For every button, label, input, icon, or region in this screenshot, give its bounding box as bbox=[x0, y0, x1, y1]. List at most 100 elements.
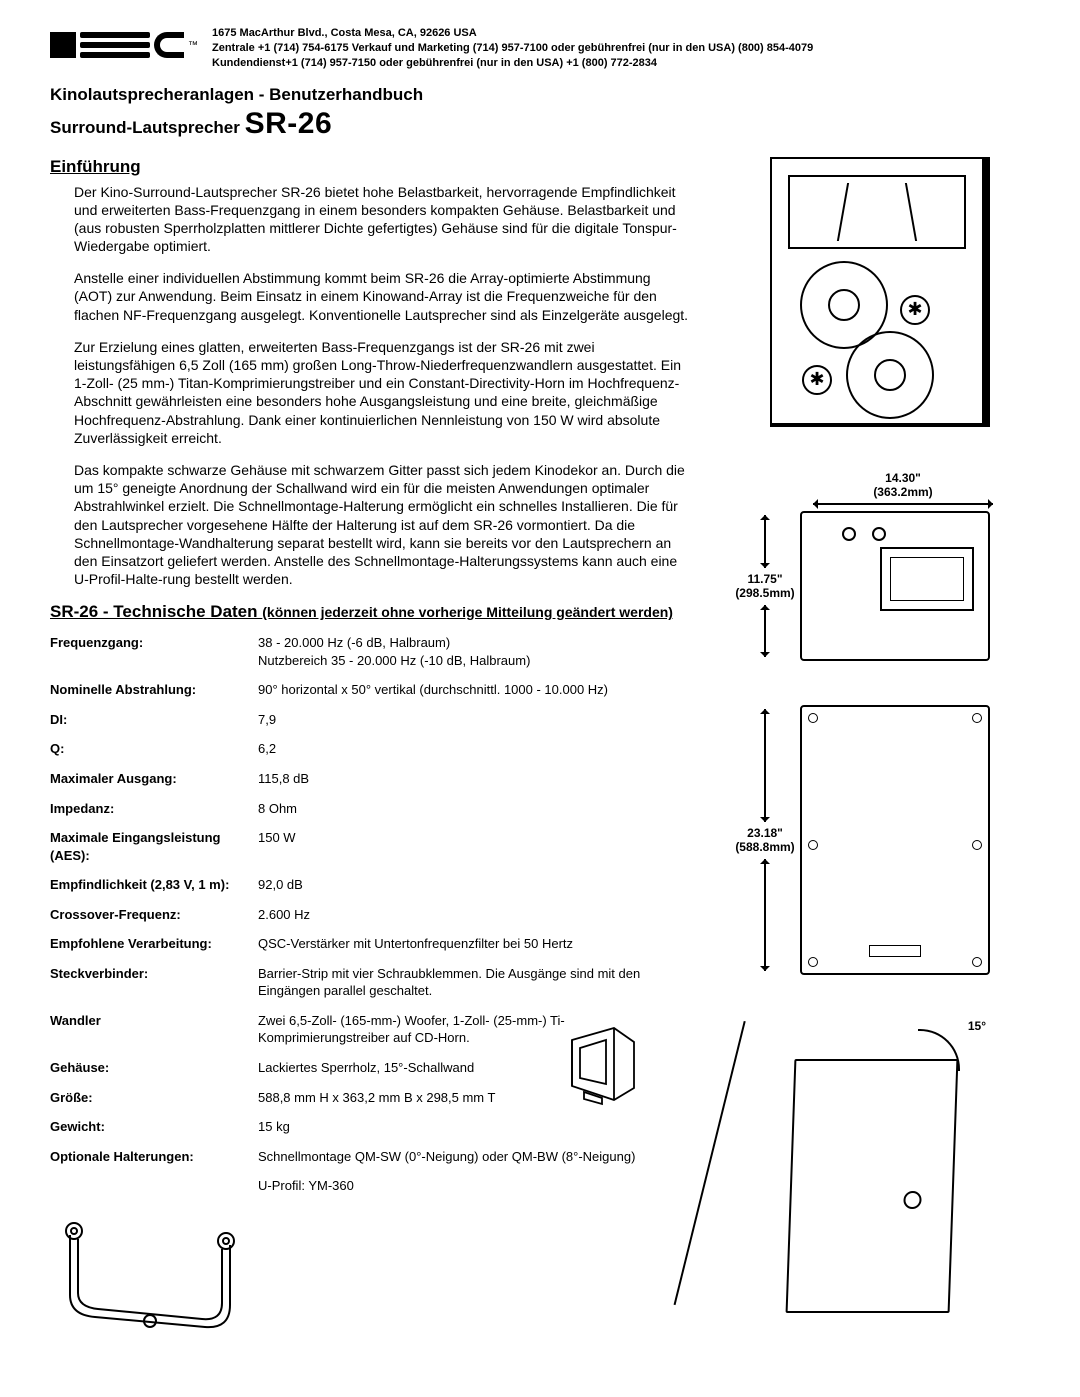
arrow-vertical-icon bbox=[764, 515, 766, 568]
height-value: 23.18" bbox=[747, 826, 783, 840]
product-title: Surround-Lautsprecher SR-26 bbox=[50, 107, 1030, 141]
company-address: 1675 MacArthur Blvd., Costa Mesa, CA, 92… bbox=[212, 26, 813, 71]
main-columns: Einführung Der Kino-Surround-Lautspreche… bbox=[50, 157, 1030, 1335]
spec-label: Nominelle Abstrahlung: bbox=[50, 675, 258, 705]
mount-hole-icon bbox=[842, 527, 856, 541]
spec-label: Empfohlene Verarbeitung: bbox=[50, 929, 258, 959]
spec-label: DI: bbox=[50, 705, 258, 735]
document-title: Kinolautsprecheranlagen - Benutzerhandbu… bbox=[50, 85, 1030, 105]
intro-paragraph: Zur Erzielung eines glatten, erweiterten… bbox=[74, 338, 690, 447]
spec-label: Maximaler Ausgang: bbox=[50, 764, 258, 794]
specs-title-main: SR-26 - Technische Daten bbox=[50, 602, 262, 621]
specs-title-sub: (können jederzeit ohne vorherige Mitteil… bbox=[262, 604, 673, 620]
spec-value: 7,9 bbox=[258, 705, 690, 735]
left-column: Einführung Der Kino-Surround-Lautspreche… bbox=[50, 157, 690, 1335]
right-column: 14.30" (363.2mm) 11.75" (298.5mm) bbox=[730, 157, 1030, 1335]
trademark: ™ bbox=[188, 40, 198, 51]
arrow-vertical-icon bbox=[764, 709, 766, 822]
screw-icon bbox=[808, 713, 818, 723]
address-line: Zentrale +1 (714) 754-6175 Verkauf und M… bbox=[212, 41, 813, 56]
horn-icon bbox=[788, 175, 966, 249]
spec-label: Gehäuse: bbox=[50, 1053, 258, 1083]
spec-row: Optionale Halterungen:Schnellmontage QM-… bbox=[50, 1142, 690, 1172]
spec-label: Maximale Eingangsleistung (AES): bbox=[50, 823, 258, 870]
intro-paragraph: Anstelle einer individuellen Abstimmung … bbox=[74, 269, 690, 324]
spec-row: Nominelle Abstrahlung:90° horizontal x 5… bbox=[50, 675, 690, 705]
terminal-panel-icon bbox=[880, 547, 974, 611]
width-mm: (363.2mm) bbox=[808, 485, 998, 499]
address-line: 1675 MacArthur Blvd., Costa Mesa, CA, 92… bbox=[212, 26, 813, 41]
spec-label: Optionale Halterungen: bbox=[50, 1142, 258, 1172]
spec-label: Steckverbinder: bbox=[50, 959, 258, 1006]
figure-side-view bbox=[786, 1059, 959, 1313]
height-mm: (588.8mm) bbox=[735, 840, 794, 854]
figure-rear-view bbox=[800, 705, 990, 975]
spec-label: Wandler bbox=[50, 1006, 258, 1053]
port-icon bbox=[802, 365, 832, 395]
width-dimension: 14.30" (363.2mm) bbox=[808, 471, 998, 506]
depth-value: 11.75" bbox=[747, 572, 782, 586]
spec-label: Impedanz: bbox=[50, 794, 258, 824]
figure-front-view bbox=[770, 157, 990, 427]
spec-value: 90° horizontal x 50° vertikal (durchschn… bbox=[258, 675, 690, 705]
angle-label: 15° bbox=[968, 1019, 986, 1033]
spec-label: Größe: bbox=[50, 1083, 258, 1113]
spec-value: U-Profil: YM-360 bbox=[258, 1171, 690, 1201]
spec-value: 150 W bbox=[258, 823, 690, 870]
product-prefix: Surround-Lautsprecher bbox=[50, 118, 245, 137]
screw-icon bbox=[808, 840, 818, 850]
spec-value: 92,0 dB bbox=[258, 870, 690, 900]
depth-mm: (298.5mm) bbox=[735, 586, 794, 600]
arrow-vertical-icon bbox=[764, 859, 766, 972]
spec-label bbox=[50, 1171, 258, 1201]
spec-value: Barrier-Strip mit vier Schraubklemmen. D… bbox=[258, 959, 690, 1006]
arrow-horizontal-icon bbox=[813, 503, 993, 505]
spec-row: DI:7,9 bbox=[50, 705, 690, 735]
figure-side-block: 15° bbox=[730, 1019, 990, 1319]
port-icon bbox=[900, 295, 930, 325]
wall-mount-icon bbox=[560, 1022, 646, 1108]
spec-row: Maximale Eingangsleistung (AES):150 W bbox=[50, 823, 690, 870]
spec-value: 6,2 bbox=[258, 734, 690, 764]
screw-icon bbox=[808, 957, 818, 967]
arrow-vertical-icon bbox=[764, 605, 766, 658]
spec-value: 2.600 Hz bbox=[258, 900, 690, 930]
label-plate-icon bbox=[869, 945, 921, 957]
figure-top-view bbox=[800, 511, 990, 661]
screw-icon bbox=[972, 713, 982, 723]
intro-paragraph: Das kompakte schwarze Gehäuse mit schwar… bbox=[74, 461, 690, 588]
screw-icon bbox=[972, 840, 982, 850]
intro-paragraph: Der Kino-Surround-Lautsprecher SR-26 bie… bbox=[74, 183, 690, 256]
width-value: 14.30" bbox=[808, 471, 998, 485]
spec-label: Empfindlichkeit (2,83 V, 1 m): bbox=[50, 870, 258, 900]
spec-value: 15 kg bbox=[258, 1112, 690, 1142]
page: ™ 1675 MacArthur Blvd., Costa Mesa, CA, … bbox=[0, 0, 1080, 1397]
mount-hole-icon bbox=[872, 527, 886, 541]
spec-value: QSC-Verstärker mit Untertonfrequenzfilte… bbox=[258, 929, 690, 959]
depth-dimension: 11.75" (298.5mm) bbox=[730, 511, 800, 661]
spec-value: 38 - 20.000 Hz (-6 dB, Halbraum) Nutzber… bbox=[258, 628, 690, 675]
spec-row: Q:6,2 bbox=[50, 734, 690, 764]
product-name: SR-26 bbox=[245, 107, 333, 140]
spec-label: Q: bbox=[50, 734, 258, 764]
yoke-bracket-icon bbox=[50, 1205, 250, 1335]
specs-table: Frequenzgang:38 - 20.000 Hz (-6 dB, Halb… bbox=[50, 628, 690, 1200]
logo-q-icon bbox=[50, 32, 76, 58]
logo-s-icon bbox=[80, 32, 150, 58]
brand-logo: ™ bbox=[50, 24, 198, 66]
spec-row: Empfohlene Verarbeitung:QSC-Verstärker m… bbox=[50, 929, 690, 959]
spec-row: Steckverbinder:Barrier-Strip mit vier Sc… bbox=[50, 959, 690, 1006]
spec-row: Empfindlichkeit (2,83 V, 1 m):92,0 dB bbox=[50, 870, 690, 900]
logo-c-icon bbox=[154, 32, 184, 58]
spec-row: Gewicht:15 kg bbox=[50, 1112, 690, 1142]
spec-value: 8 Ohm bbox=[258, 794, 690, 824]
spec-row: Impedanz:8 Ohm bbox=[50, 794, 690, 824]
spec-value: 115,8 dB bbox=[258, 764, 690, 794]
spec-label: Crossover-Frequenz: bbox=[50, 900, 258, 930]
spec-row: Frequenzgang:38 - 20.000 Hz (-6 dB, Halb… bbox=[50, 628, 690, 675]
height-dimension: 23.18" (588.8mm) bbox=[730, 705, 800, 975]
address-line: Kundendienst+1 (714) 957-7150 oder gebüh… bbox=[212, 56, 813, 71]
spec-value: Schnellmontage QM-SW (0°-Neigung) oder Q… bbox=[258, 1142, 690, 1172]
spec-row: U-Profil: YM-360 bbox=[50, 1171, 690, 1201]
spec-row: Crossover-Frequenz:2.600 Hz bbox=[50, 900, 690, 930]
